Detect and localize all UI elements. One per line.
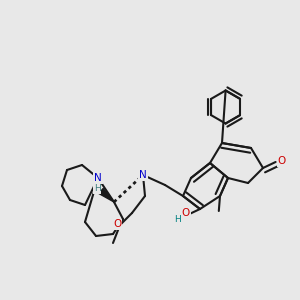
Text: O: O bbox=[182, 208, 190, 218]
Polygon shape bbox=[99, 188, 114, 202]
Text: H: H bbox=[174, 215, 181, 224]
Text: O: O bbox=[113, 219, 121, 230]
Text: N: N bbox=[94, 173, 102, 183]
Text: N: N bbox=[139, 170, 147, 180]
Text: O: O bbox=[278, 156, 286, 166]
Text: H: H bbox=[94, 184, 101, 193]
